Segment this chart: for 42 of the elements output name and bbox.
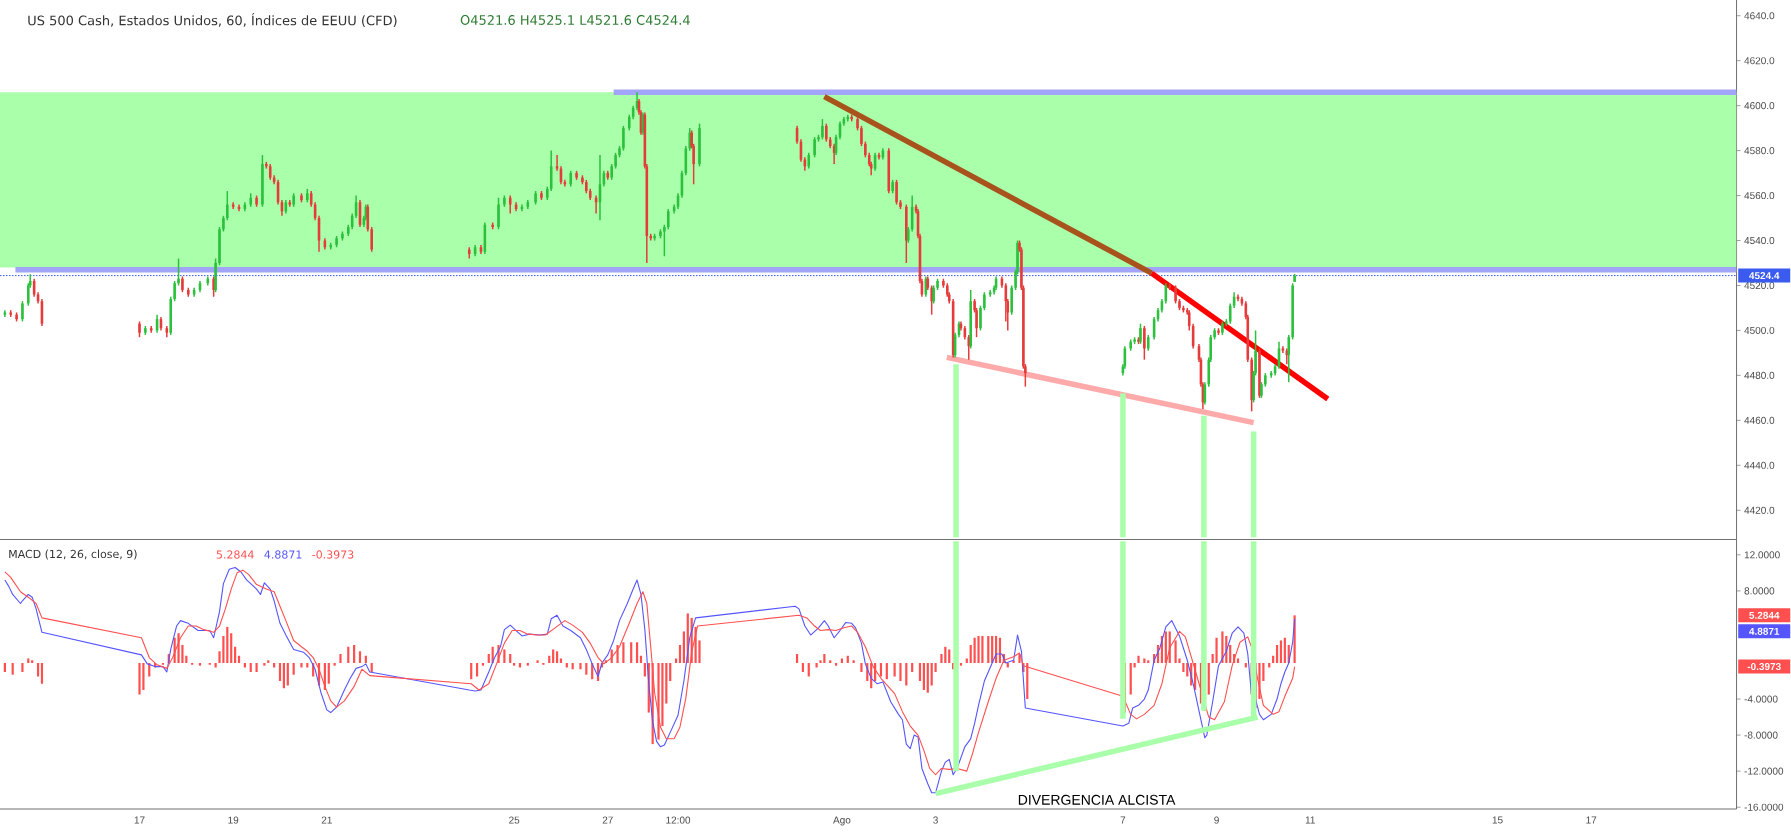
text: 5.2844 [1749,611,1780,619]
x-tick-label: 17 [134,816,145,824]
text: -0.3973 [1747,663,1781,671]
y-tick-label: 4460.0 [1744,416,1775,424]
text: MACD (12, 26, close, 9) [9,549,137,560]
y-tick-label: 4540.0 [1744,236,1775,245]
text: 4.8871 [1749,627,1780,635]
x-tick-label: 25 [509,816,520,824]
y-tick-label: 4420.0 [1744,506,1775,514]
y-tick-label: 4600.0 [1744,102,1775,110]
annotation: 4.8871 [264,550,302,559]
x-tick-label: 7 [1120,816,1126,824]
x-tick-label: 17 [1586,816,1597,824]
y-tick-label: 4620.0 [1744,57,1775,65]
x-tick-label: 15 [1492,816,1503,824]
y-tick-label: 4500.0 [1744,326,1775,334]
x-tick-label: 19 [228,816,239,824]
text: O4521.6 H4525.1 L4521.6 C4524.4 [460,15,690,25]
y-tick-label: 4640.0 [1744,12,1775,20]
x-tick-label: 12:00 [666,816,691,824]
y-tick-label: -12.0000 [1744,767,1784,775]
y-tick-label: 4560.0 [1744,192,1775,200]
x-tick-label: Ago [833,816,851,826]
y-tick-label: 4480.0 [1744,371,1775,379]
y-tick-label: 4520.0 [1744,281,1775,290]
annotation: -0.3973 [312,550,354,559]
text: US 500 Cash, Estados Unidos, 60, Índices de EEUU (CFD) [28,13,397,27]
y-tick-label: -4.0000 [1744,695,1778,703]
y-tick-label: 12.0000 [1744,551,1780,559]
x-tick-label: 27 [602,816,613,824]
y-tick-label: 4580.0 [1744,147,1775,155]
x-tick-label: 11 [1305,816,1315,824]
ref-line-label: 4524.4 [1749,272,1780,280]
x-tick-label: 21 [321,816,332,824]
y-tick-label: -8.0000 [1744,731,1778,739]
y-tick-label: 8.0000 [1744,587,1775,595]
x-tick-label: 9 [1214,816,1219,824]
annotation: DIVERGENCIA ALCISTA [1018,794,1176,805]
y-tick-label: 4440.0 [1744,461,1775,469]
y-tick-label: -16.0000 [1744,803,1784,811]
x-tick-label: 3 [933,816,938,824]
annotation: 5.2844 [216,550,254,559]
